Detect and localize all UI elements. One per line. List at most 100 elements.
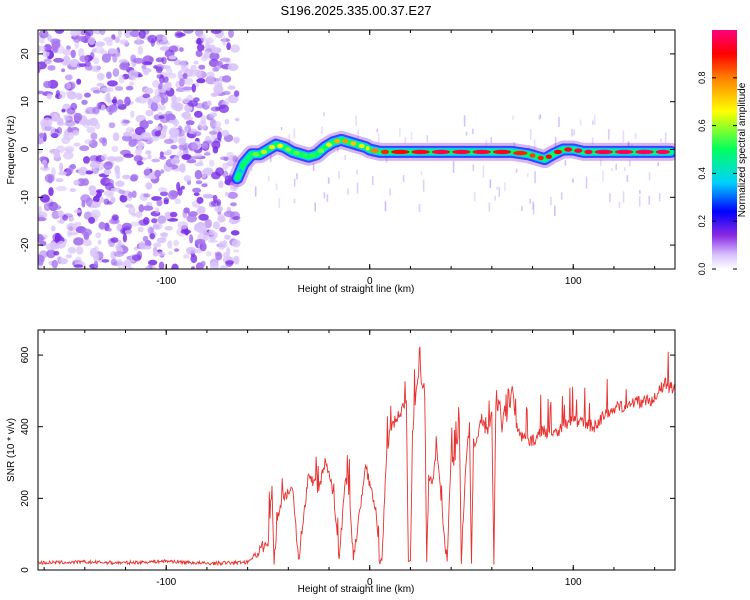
noise-streak: [564, 159, 567, 166]
noise-blob: [130, 173, 139, 180]
noise-blob: [80, 194, 91, 203]
noise-streak: [527, 173, 529, 178]
noise-blob: [128, 69, 139, 79]
noise-blob: [77, 93, 83, 100]
noise-streak: [293, 178, 296, 187]
noise-blob: [112, 132, 120, 142]
noise-blob: [193, 131, 202, 137]
colorbar-tick-label: 0.6: [697, 119, 707, 132]
noise-blob: [152, 222, 163, 230]
noise-streak: [615, 163, 617, 171]
noise-streak: [314, 202, 316, 212]
noise-blob: [182, 30, 194, 34]
noise-streak: [554, 137, 557, 150]
noise-blob: [174, 248, 180, 252]
noise-blob: [194, 238, 206, 245]
y-tick-label: -10: [20, 190, 31, 205]
y-tick-label: 0: [20, 567, 31, 573]
noise-blob: [42, 167, 48, 172]
noise-blob: [56, 240, 66, 249]
noise-blob: [113, 156, 124, 161]
noise-streak: [357, 129, 359, 142]
noise-blob: [143, 193, 151, 198]
noise-blob: [66, 168, 71, 177]
noise-blob: [46, 249, 56, 259]
noise-blob: [209, 159, 215, 167]
noise-blob: [69, 188, 76, 193]
noise-blob: [138, 241, 146, 250]
noise-blob: [117, 239, 122, 247]
ridge-core: [260, 149, 267, 155]
noise-streak: [410, 132, 413, 140]
noise-blob: [167, 218, 179, 222]
snr-frame: [37, 329, 676, 571]
noise-blob: [233, 90, 240, 97]
noise-streak: [626, 175, 629, 182]
noise-blob: [196, 78, 206, 84]
noise-blob: [59, 162, 64, 172]
noise-blob: [136, 36, 141, 42]
noise-blob: [162, 124, 168, 134]
snr-panel: -100 0 100 0 200 400 600 Height of straight li…: [6, 329, 676, 595]
noise-blob: [201, 169, 211, 176]
noise-blob: [185, 120, 195, 126]
noise-streak: [356, 182, 359, 194]
noise-blob: [121, 222, 132, 231]
noise-blob: [228, 30, 234, 38]
noise-blob: [73, 142, 81, 147]
noise-blob: [93, 260, 99, 269]
noise-blob: [233, 137, 240, 144]
noise-blob: [73, 179, 80, 186]
noise-blob: [150, 102, 158, 112]
noise-blob: [173, 155, 180, 161]
noise-blob: [169, 128, 179, 138]
noise-blob: [51, 225, 56, 232]
x-tick-label: 100: [565, 577, 582, 588]
noise-blob: [219, 265, 228, 269]
noise-blob: [144, 169, 151, 175]
noise-blob: [226, 161, 235, 167]
noise-blob: [67, 246, 77, 254]
noise-blob: [183, 254, 190, 259]
noise-blob: [188, 69, 197, 78]
noise-blob: [86, 126, 96, 134]
noise-streak: [494, 195, 496, 201]
x-tick-label: 100: [565, 276, 582, 287]
noise-blob: [38, 259, 44, 266]
noise-blob: [92, 89, 101, 94]
noise-blob: [70, 102, 78, 111]
ridge-core: [293, 150, 300, 156]
noise-blob: [213, 194, 218, 204]
noise-blob: [186, 159, 197, 164]
noise-blob: [74, 209, 81, 214]
noise-blob: [88, 185, 97, 193]
noise-blob: [219, 57, 231, 62]
noise-blob: [184, 228, 189, 236]
noise-streak: [326, 194, 329, 203]
noise-blob: [130, 110, 135, 118]
noise-blob: [38, 90, 45, 95]
snr-y-label: SNR (10 * v/v): [6, 418, 17, 482]
noise-blob: [214, 120, 221, 128]
noise-blob: [211, 48, 222, 54]
colorbar-tick-label: 0.2: [697, 215, 707, 228]
noise-streak: [512, 115, 514, 121]
noise-blob: [184, 125, 189, 134]
noise-blob: [110, 187, 122, 192]
noise-blob: [187, 248, 198, 254]
noise-streak: [485, 139, 488, 150]
noise-blob: [143, 217, 150, 225]
noise-blob: [157, 215, 167, 224]
snr-line: [38, 346, 675, 567]
noise-blob: [72, 129, 80, 136]
noise-blob: [78, 166, 88, 176]
noise-blob: [159, 104, 166, 111]
noise-blob: [143, 87, 154, 95]
noise-blob: [70, 49, 76, 59]
noise-streak: [591, 137, 594, 145]
noise-blob: [78, 48, 85, 58]
noise-blob: [154, 88, 160, 97]
noise-blob: [103, 87, 114, 93]
noise-blob: [73, 237, 84, 246]
noise-blob: [112, 53, 118, 63]
